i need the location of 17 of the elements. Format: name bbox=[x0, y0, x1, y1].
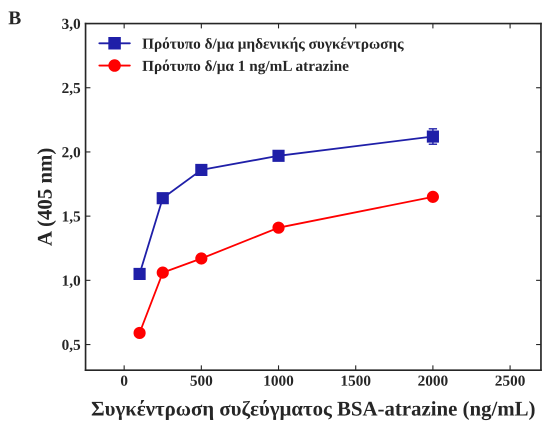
x-tick-label: 500 bbox=[190, 376, 212, 386]
legend-label: Πρότυπο δ/μα μηδενικής συγκέντρωσης bbox=[142, 37, 404, 52]
y-tick-label: 1,0 bbox=[62, 275, 80, 288]
text: B bbox=[8, 11, 21, 24]
y-tick-label: 1,5 bbox=[62, 211, 80, 224]
y-tick-label: 2,5 bbox=[62, 82, 80, 96]
x-tick-label: 1000 bbox=[264, 376, 294, 386]
y-axis-title: A (405 nm) bbox=[37, 148, 56, 246]
legend-label: Πρότυπο δ/μα 1 ng/mL atrazine bbox=[142, 60, 349, 74]
y-tick-label: 3,0 bbox=[62, 18, 80, 32]
x-tick-label: 2000 bbox=[418, 376, 448, 386]
x-tick-label: 0 bbox=[120, 376, 128, 386]
x-axis-title: Συγκέντρωση συζεύγματος BSA-atrazine (ng/mL) bbox=[92, 400, 535, 420]
x-tick-label: 1500 bbox=[342, 376, 370, 386]
y-tick-label: 0,5 bbox=[62, 340, 80, 352]
x-tick-label: 2500 bbox=[495, 376, 525, 386]
y-tick-label: 2,0 bbox=[62, 147, 80, 160]
